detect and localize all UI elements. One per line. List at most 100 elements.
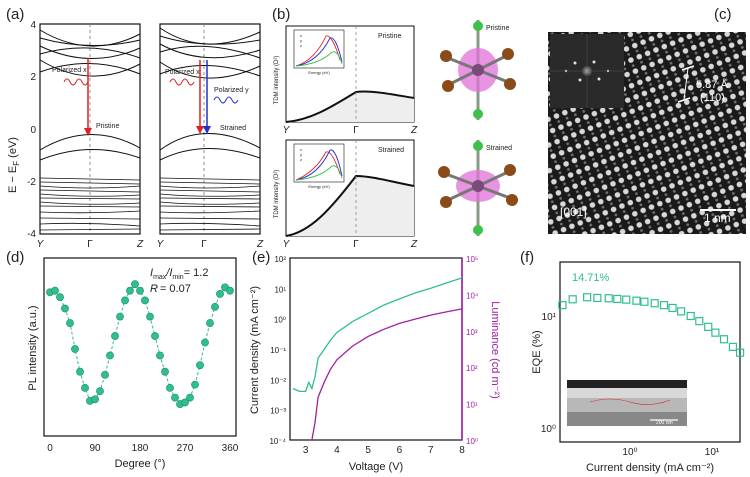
e-luminance-curve [311,308,463,441]
d-point [131,280,139,289]
f-point [677,307,686,316]
b-top-tag: Pristine [378,33,401,40]
d-point [206,319,214,327]
e-xtick: 3 [303,445,309,456]
f-point [735,348,745,357]
f-ylabel: EQE (%) [531,330,543,373]
e-right-yticks: 10⁵ 10⁴ 10³ 10² 10¹ 10⁰ [466,255,479,446]
d-point [71,345,79,353]
f-point [686,311,695,321]
f-point [668,303,677,313]
a-left-tag: Pristine [96,123,119,130]
e-xtick: 8 [459,445,465,456]
panel-a-ylabel: E − EF (eV) [7,137,21,193]
d-xtick-90: 90 [89,443,101,454]
e-current-density-curve [292,277,463,393]
b-bottom-leg-y: y [300,152,302,157]
a-xtick-G2: Γ [201,239,207,250]
d-plot-frame [43,257,237,437]
f-data-points [558,293,745,357]
a-xtick-Y2: Y [157,239,165,250]
b-bottom-ylabel: TDM intensity (D²) [274,170,280,219]
panel-a-label: (a) [6,6,24,23]
d-point [111,332,119,340]
d-point [121,296,129,305]
c-haadf-image: 5.87 Å (110) [001] 1 nm [548,32,746,234]
a-right-tag: Strained [220,125,246,132]
e-xtick: 5 [365,445,371,456]
c-spacing: 5.87 Å [696,78,728,91]
b-crystal-tag-strained: Strained [486,145,512,152]
c-zone-axis: [001] [560,205,587,219]
d-point [136,286,144,295]
e-left-ytick: 10¹ [274,285,286,294]
e-right-ytick: 10⁵ [466,255,478,264]
f-sem-inset: 200 nm [567,380,687,426]
e-xtick: 7 [428,445,434,456]
b-crystal-strained: Strained [438,140,518,236]
f-ytick-1: 10⁰ [541,424,556,435]
c-plane: (110) [700,92,725,104]
d-point [141,296,149,305]
f-point [719,335,729,344]
a-left-annot: Polarized x [52,67,87,74]
f-point [604,294,613,303]
f-point [593,293,602,303]
f-point [632,296,641,305]
b-top-ylabel: TDM intensity (D²) [274,56,280,105]
d-point [146,312,154,321]
d-point [56,293,64,302]
a-xtick-Z2: Z [256,239,264,250]
b-bottom-inset-xlabel: Energy (eV) [308,184,330,189]
a-ytick-2: 2 [30,72,36,83]
b-bottom-xtick-Z: Z [410,239,418,250]
a-ytick-m2: -2 [27,177,36,188]
d-ylabel: PL intensity (a.u.) [27,305,39,390]
d-point [116,312,124,321]
f-inset-scale: 200 nm [656,420,673,426]
d-point [91,395,99,404]
d-point [196,361,204,370]
a-band-left: Polarized x Pristine [39,23,141,235]
d-point [181,398,189,407]
a-xtick-Y1: Y [37,239,45,250]
d-point [166,383,174,392]
e-right-ytick: 10⁰ [466,437,478,446]
e-xtick: 4 [334,445,340,456]
d-xtick-270: 270 [177,443,194,454]
panel-e-label: (e) [252,249,270,266]
f-peak-label: 14.71% [572,272,610,284]
panel-b-label: (b) [272,6,290,23]
e-xlabel: Voltage (V) [349,461,403,473]
a-band-right: Polarized x Polarized y Strained [159,23,261,235]
d-point [171,393,179,402]
b-top-xtick-Y: Y [283,125,291,136]
f-plot-frame [559,261,741,443]
b-bottom-xtick-Y: Y [283,239,291,250]
f-xlabel: Current density (mA cm⁻²) [586,462,714,474]
a-xtick-Z1: Z [136,239,144,250]
d-point [156,351,164,360]
b-bottom-leg-x: x [300,147,302,152]
a-ytick-0: 0 [30,125,36,136]
d-ratio-annotation: Imax/Imin= 1.2 [150,267,208,281]
b-bottom-leg-z: z [300,157,302,162]
e-right-ytick: 10² [466,364,478,373]
e-left-ytick: 10² [274,255,286,264]
a-right-annot-y: Polarized y [214,87,249,94]
e-right-ytick: 10¹ [466,401,478,410]
d-xtick-360: 360 [222,443,239,454]
e-right-ytick: 10⁴ [466,291,479,300]
e-left-yticks: 10² 10¹ 10⁰ 10⁻¹ 10⁻² 10⁻³ 10⁻⁴ [269,255,286,446]
f-point [558,301,567,310]
d-xtick-0: 0 [47,443,53,454]
f-ytick-10: 10¹ [542,312,557,323]
d-data-points [46,280,234,408]
d-point [106,351,114,360]
b-bottom-tag: Strained [378,147,404,154]
e-right-ytick: 10³ [466,328,478,337]
d-point [126,286,134,295]
a-ytick-m4: -4 [27,229,36,240]
f-point [640,297,649,306]
